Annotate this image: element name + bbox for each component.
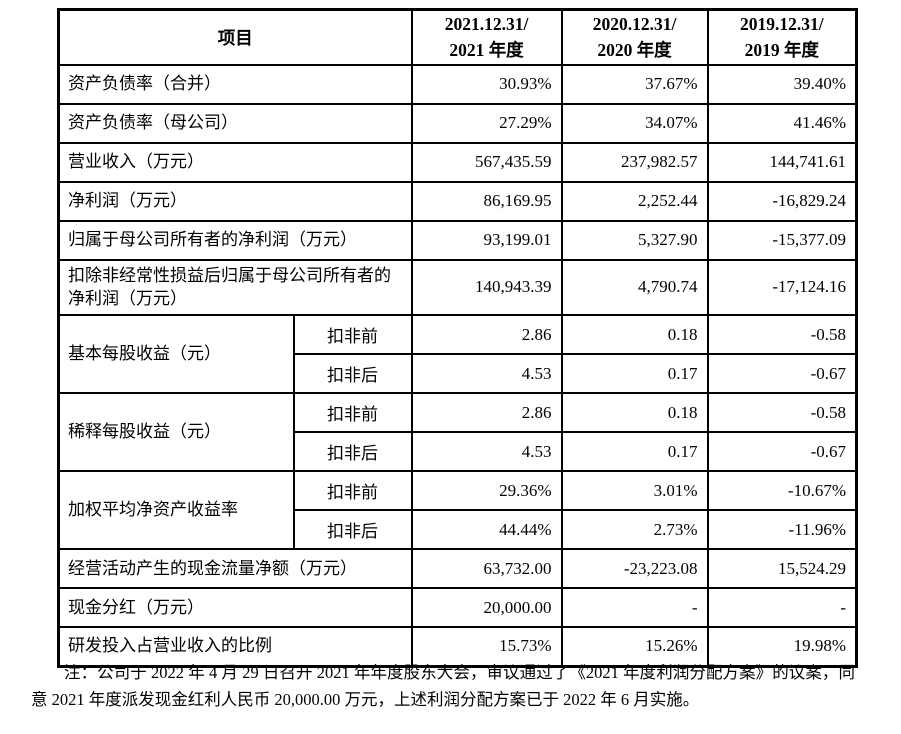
value-cell: 93,199.01	[410, 219, 563, 261]
row-sublabel: 扣非前	[292, 470, 413, 512]
row-group-label: 加权平均净资产收益率	[57, 470, 295, 551]
row-label: 研发投入占营业收入的比例	[57, 626, 413, 668]
period-line2: 2021 年度	[449, 40, 524, 61]
table-row: 净利润（万元） 86,169.95 2,252.44 -16,829.24	[57, 180, 858, 222]
table-row: 稀释每股收益（元） 扣非前 2.86 0.18 -0.58	[57, 392, 858, 473]
value-cell: -0.58	[706, 392, 858, 434]
row-label: 归属于母公司所有者的净利润（万元）	[57, 219, 413, 261]
column-header-period-2019: 2019.12.31/ 2019 年度	[706, 8, 858, 66]
value-cell: 20,000.00	[410, 587, 563, 629]
table-row: 经营活动产生的现金流量净额（万元） 63,732.00 -23,223.08 1…	[57, 548, 858, 590]
value-cell: 86,169.95	[410, 180, 563, 222]
value-cell: 2.86	[410, 392, 563, 434]
value-cell: 3.01%	[560, 470, 709, 512]
value-cell: 140,943.39	[410, 258, 563, 317]
table-header-row: 项目 2021.12.31/ 2021 年度 2020.12.31/ 2020 …	[57, 8, 858, 66]
value-cell: 15,524.29	[706, 548, 858, 590]
row-sublabel: 扣非后	[292, 509, 413, 551]
table-row: 研发投入占营业收入的比例 15.73% 15.26% 19.98%	[57, 626, 858, 668]
table-row: 营业收入（万元） 567,435.59 237,982.57 144,741.6…	[57, 141, 858, 183]
value-cell: 63,732.00	[410, 548, 563, 590]
row-label: 资产负债率（母公司）	[57, 102, 413, 144]
column-header-period-2020: 2020.12.31/ 2020 年度	[560, 8, 709, 66]
value-cell: -0.67	[706, 353, 858, 395]
value-cell: -17,124.16	[706, 258, 858, 317]
value-cell: 0.17	[560, 431, 709, 473]
period-line1: 2021.12.31/	[444, 14, 529, 34]
footnote: 注：公司于 2022 年 4 月 29 日召开 2021 年年度股东大会，审议通…	[31, 663, 855, 709]
financial-indicators-table: 项目 2021.12.31/ 2021 年度 2020.12.31/ 2020 …	[57, 8, 858, 668]
period-line1: 2019.12.31/	[739, 14, 824, 34]
value-cell: 2,252.44	[560, 180, 709, 222]
value-cell: -15,377.09	[706, 219, 858, 261]
row-label: 资产负债率（合并）	[57, 63, 413, 105]
value-cell: 5,327.90	[560, 219, 709, 261]
table-row: 扣非后 4.53 0.17 -0.67	[59, 431, 858, 473]
value-cell: 0.18	[560, 392, 709, 434]
column-header-item: 项目	[57, 8, 413, 66]
value-cell: -0.58	[706, 314, 858, 356]
row-label: 净利润（万元）	[57, 180, 413, 222]
value-cell: 27.29%	[410, 102, 563, 144]
value-cell: -10.67%	[706, 470, 858, 512]
column-header-period-2021: 2021.12.31/ 2021 年度	[410, 8, 563, 66]
value-cell: 15.73%	[410, 626, 563, 668]
value-cell: 39.40%	[706, 63, 858, 105]
table-row: 现金分红（万元） 20,000.00 - -	[57, 587, 858, 629]
value-cell: -16,829.24	[706, 180, 858, 222]
table-row: 资产负债率（母公司） 27.29% 34.07% 41.46%	[57, 102, 858, 144]
value-cell: 567,435.59	[410, 141, 563, 183]
value-cell: 0.17	[560, 353, 709, 395]
value-cell: 41.46%	[706, 102, 858, 144]
value-cell: 4.53	[410, 353, 563, 395]
row-label: 现金分红（万元）	[57, 587, 413, 629]
value-cell: 144,741.61	[706, 141, 858, 183]
value-cell: 237,982.57	[560, 141, 709, 183]
value-cell: 34.07%	[560, 102, 709, 144]
row-sublabel: 扣非前	[292, 392, 413, 434]
row-group-label: 基本每股收益（元）	[57, 314, 295, 395]
table-row: 扣非后 44.44% 2.73% -11.96%	[59, 509, 858, 551]
value-cell: -11.96%	[706, 509, 858, 551]
row-label: 营业收入（万元）	[57, 141, 413, 183]
table-row: 扣除非经常性损益后归属于母公司所有者的净利润（万元） 140,943.39 4,…	[57, 258, 858, 317]
row-label: 扣除非经常性损益后归属于母公司所有者的净利润（万元）	[57, 258, 413, 317]
table-row: 资产负债率（合并） 30.93% 37.67% 39.40%	[57, 63, 858, 105]
table-row: 加权平均净资产收益率 扣非前 29.36% 3.01% -10.67%	[57, 470, 858, 551]
period-line1: 2020.12.31/	[592, 14, 677, 34]
value-cell: 4,790.74	[560, 258, 709, 317]
value-cell: 2.86	[410, 314, 563, 356]
row-sublabel: 扣非后	[292, 431, 413, 473]
value-cell: -	[706, 587, 858, 629]
value-cell: 15.26%	[560, 626, 709, 668]
value-cell: 4.53	[410, 431, 563, 473]
row-sublabel: 扣非前	[292, 314, 413, 356]
table-row: 基本每股收益（元） 扣非前 2.86 0.18 -0.58	[57, 314, 858, 395]
value-cell: 29.36%	[410, 470, 563, 512]
value-cell: -0.67	[706, 431, 858, 473]
period-line2: 2019 年度	[744, 40, 819, 61]
value-cell: 0.18	[560, 314, 709, 356]
period-line2: 2020 年度	[597, 40, 672, 61]
table-row: 归属于母公司所有者的净利润（万元） 93,199.01 5,327.90 -15…	[57, 219, 858, 261]
value-cell: -23,223.08	[560, 548, 709, 590]
value-cell: 30.93%	[410, 63, 563, 105]
table-row: 扣非后 4.53 0.17 -0.67	[59, 353, 858, 395]
row-sublabel: 扣非后	[292, 353, 413, 395]
value-cell: -	[560, 587, 709, 629]
value-cell: 19.98%	[706, 626, 858, 668]
row-group-label: 稀释每股收益（元）	[57, 392, 295, 473]
value-cell: 44.44%	[410, 509, 563, 551]
row-label: 经营活动产生的现金流量净额（万元）	[57, 548, 413, 590]
value-cell: 2.73%	[560, 509, 709, 551]
value-cell: 37.67%	[560, 63, 709, 105]
